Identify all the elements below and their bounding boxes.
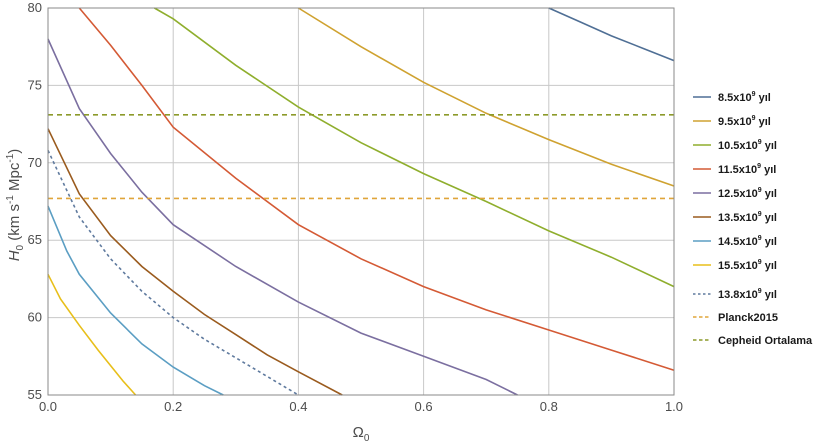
plot-frame [47,7,675,396]
series-line-1 [297,7,675,187]
x-tick-label: 0.2 [164,399,182,414]
y-tick-label: 70 [28,155,42,170]
series-line-0 [548,7,675,62]
legend: 8.5x109 yıl 9.5x109 yıl 10.5x109 yıl 11.5x1… [693,91,813,347]
legend-label: 10.5x109 yıl [718,139,777,152]
legend-label: 14.5x109 yıl [718,235,777,248]
x-tick-label: 0.8 [540,399,558,414]
x-tick-label: 0.0 [39,399,57,414]
legend-label: 12.5x109 yıl [718,187,777,200]
series-line-3 [78,7,675,371]
x-tick-label: 0.6 [415,399,433,414]
series-line-7 [47,273,137,396]
plot-series [47,7,675,396]
x-axis-label: Ω0 [353,424,370,444]
legend-label: 11.5x109 yıl [718,163,776,176]
y-tick-label: 60 [28,310,42,325]
legend-label: 13.8x109 yıl [718,288,777,301]
y-axis-label: H0 (km s-1 Mpc-1) [5,149,26,262]
series-line-4 [47,38,518,396]
y-tick-label: 80 [28,0,42,15]
gridlines [48,8,674,395]
y-tick-label: 75 [28,77,42,92]
legend-label: Cepheid Ortalama [718,335,813,347]
series-line-5 [47,128,343,396]
x-tick-label: 0.4 [289,399,307,414]
y-tick-label: 65 [28,232,42,247]
series-line-6 [47,205,224,396]
legend-label: 13.5x109 yıl [718,211,777,224]
legend-label: Planck2015 [718,312,778,324]
x-tick-label: 1.0 [665,399,683,414]
series-line-2 [154,7,675,288]
legend-label: 9.5x109 yıl [718,115,771,128]
series-line-8 [47,150,299,396]
tick-labels: 0.0 0.2 0.4 0.6 0.8 1.0 55 60 65 70 75 80 [28,0,684,414]
y-tick-label: 55 [28,387,42,402]
legend-label: 8.5x109 yıl [718,91,771,104]
legend-label: 15.5x109 yıl [718,259,777,272]
